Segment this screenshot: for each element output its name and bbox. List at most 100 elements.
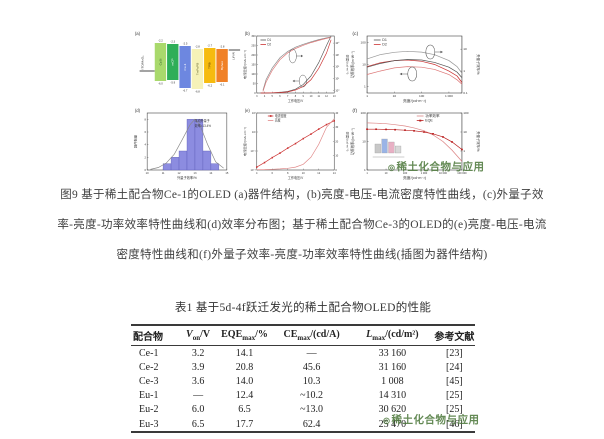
header-eqe: EQEmax/% (221, 329, 268, 342)
svg-text:0.1: 0.1 (463, 91, 468, 95)
svg-text:6: 6 (145, 130, 147, 134)
svg-text:功率效率/(lm·W⁻¹): 功率效率/(lm·W⁻¹) (350, 51, 355, 78)
svg-text:功率效率: 功率效率 (425, 113, 440, 118)
inset-layer-bar (388, 141, 395, 154)
subplot-b-jvl-curve: (b) 3 4 5 6 7 8 9 10 11 12 13 工作电压/V 0 50 100 150 200 250 3… (242, 31, 349, 103)
svg-text:10: 10 (146, 171, 149, 175)
svg-text:10¹: 10¹ (252, 130, 256, 134)
table-cell: [25] (446, 390, 463, 402)
svg-text:8: 8 (287, 171, 289, 175)
svg-text:10: 10 (310, 94, 313, 98)
watermark: ◎稀土化合物与应用 (388, 159, 484, 174)
table-cell: [23] (446, 347, 463, 359)
header-compound: 配合物 (133, 332, 163, 343)
svg-text:10: 10 (385, 172, 389, 175)
table-cell: 30 620 (378, 404, 407, 416)
svg-text:100: 100 (419, 94, 425, 98)
histogram-bar (210, 163, 220, 171)
caption-line: 图9 基于稀土配合物Ce-1的OLED (a)器件结构，(b)亮度-电压-电流密… (60, 189, 544, 201)
svg-text:外量子效率/%: 外量子效率/% (476, 131, 480, 151)
svg-text:-6.2: -6.2 (207, 83, 212, 87)
svg-text:-5.9: -5.9 (170, 80, 175, 84)
svg-text:1: 1 (364, 85, 366, 89)
svg-text:-6.7: -6.7 (183, 88, 188, 92)
table-cell: 17.7 (235, 418, 254, 430)
table-cell: 14.0 (235, 375, 254, 387)
series-D2外量子效率 (366, 66, 463, 85)
table-cell: Eu-3 (139, 418, 159, 430)
svg-text:100 000: 100 000 (457, 172, 467, 175)
table1-section: 表1 基于5d-4f跃迁发光的稀土配合物OLED的性能 配合物 Von/V EQ… (131, 299, 475, 434)
svg-text:器件数量: 器件数量 (132, 134, 137, 148)
svg-text:-2.7: -2.7 (207, 44, 212, 48)
svg-text:10²: 10² (335, 65, 339, 69)
energy-layer-bar (191, 49, 204, 89)
inset-layer-bar (381, 138, 388, 154)
subplot-d-eqe-histogram: (d) 10 11 12 13 14 15 外量子效率/% 0 2 4 6 8 器件数量 平均外量子效率=1… (132, 108, 228, 180)
svg-text:1: 1 (364, 168, 366, 172)
svg-text:11: 11 (162, 171, 165, 175)
svg-text:1 000: 1 000 (445, 94, 453, 98)
svg-text:1: 1 (366, 94, 368, 98)
series-D2亮度 (262, 36, 332, 92)
table-header: 配合物 Von/V EQEmax/% CEmax/(cd/A) Lmax/(cd… (131, 325, 475, 346)
svg-text:10⁻¹: 10⁻¹ (251, 149, 256, 153)
subplot-a-device-structure: (a) ITO/MoO₃ -2.2 -6.0 CzSi -2.3 -5.9 mCP -2.5 -6… (135, 31, 241, 93)
svg-text:10: 10 (335, 154, 338, 158)
svg-text:0.1: 0.1 (463, 168, 468, 172)
table-cell: 6.0 (191, 404, 205, 416)
svg-text:1: 1 (366, 172, 368, 175)
svg-text:mCP: mCP (171, 58, 175, 65)
svg-text:-6.0: -6.0 (158, 81, 163, 85)
figure-caption: 图9 基于稀土配合物Ce-1的OLED (a)器件结构，(b)亮度-电压-电流密… (4, 180, 600, 270)
subplot-e-jvl-curve: (e) 4 6 8 10 12 14 工作电压/V 10⁻³ 10⁻¹ 10¹ 10³ 电流密度/(mA… (242, 108, 349, 180)
svg-text:50: 50 (253, 81, 256, 85)
svg-text:功率效率/(lm·W⁻¹): 功率效率/(lm·W⁻¹) (350, 128, 355, 155)
svg-text:TPBi: TPBi (208, 62, 212, 69)
svg-text:4: 4 (264, 94, 266, 98)
energy-layer-bar (216, 49, 228, 82)
svg-text:9: 9 (303, 94, 305, 98)
svg-text:1 000: 1 000 (421, 172, 428, 175)
svg-text:4: 4 (256, 171, 258, 175)
svg-text:10: 10 (463, 47, 467, 51)
svg-text:15: 15 (225, 171, 228, 175)
svg-text:7: 7 (287, 94, 289, 98)
table-cell: Ce-3 (139, 375, 159, 387)
svg-text:2: 2 (145, 155, 147, 159)
svg-text:平均外量子: 平均外量子 (195, 118, 210, 123)
table-cell: 12.4 (235, 390, 254, 402)
table-cell: 10.3 (302, 375, 321, 387)
svg-text:(b): (b) (245, 31, 251, 36)
table-cell: 6.5 (191, 418, 205, 430)
table-cell: [25] (446, 404, 463, 416)
svg-text:ITO/MoO₃: ITO/MoO₃ (140, 55, 144, 70)
svg-text:12: 12 (178, 171, 181, 175)
figure9-panel-grid: (a) ITO/MoO₃ -2.2 -6.0 CzSi -2.3 -5.9 mCP -2.5 -6… (132, 28, 480, 182)
watermark-text: 稀土化合物与应用 (396, 161, 485, 173)
table-cell: Ce-2 (139, 361, 159, 373)
table-row: Ce-3 3.6 14.0 10.3 1 008 [45] (131, 374, 475, 388)
series-D1亮度 (262, 36, 332, 91)
watermark: ◎稀土化合物与应用 (383, 412, 479, 427)
svg-text:13: 13 (193, 171, 196, 175)
table-cell: 6.5 (238, 404, 251, 416)
header-von: Von/V (186, 329, 211, 342)
svg-text:LiF/Al: LiF/Al (231, 52, 235, 60)
energy-layer-bar (154, 43, 167, 81)
table-cell: 62.4 (302, 418, 321, 430)
svg-text:工作电压/V: 工作电压/V (288, 175, 304, 180)
watermark-logo-icon: ◎ (383, 416, 391, 425)
svg-text:D1: D1 (382, 38, 387, 42)
svg-text:效率=13.4%: 效率=13.4% (195, 123, 212, 128)
svg-text:EQE: EQE (425, 119, 433, 123)
svg-text:100: 100 (403, 172, 408, 175)
subplot-c-efficiency-curve: (c) 1 10 100 1 000 亮度/(cd·m⁻²) 1 10 100 功率效率/(lm·… (350, 31, 480, 103)
svg-text:11: 11 (317, 94, 320, 98)
table-cell: 3.9 (191, 361, 205, 373)
svg-text:20: 20 (335, 139, 338, 143)
histogram-bar (194, 119, 204, 171)
energy-layer-bar (167, 44, 179, 80)
series-D1功率效率 (366, 50, 463, 74)
svg-text:30: 30 (335, 125, 338, 129)
